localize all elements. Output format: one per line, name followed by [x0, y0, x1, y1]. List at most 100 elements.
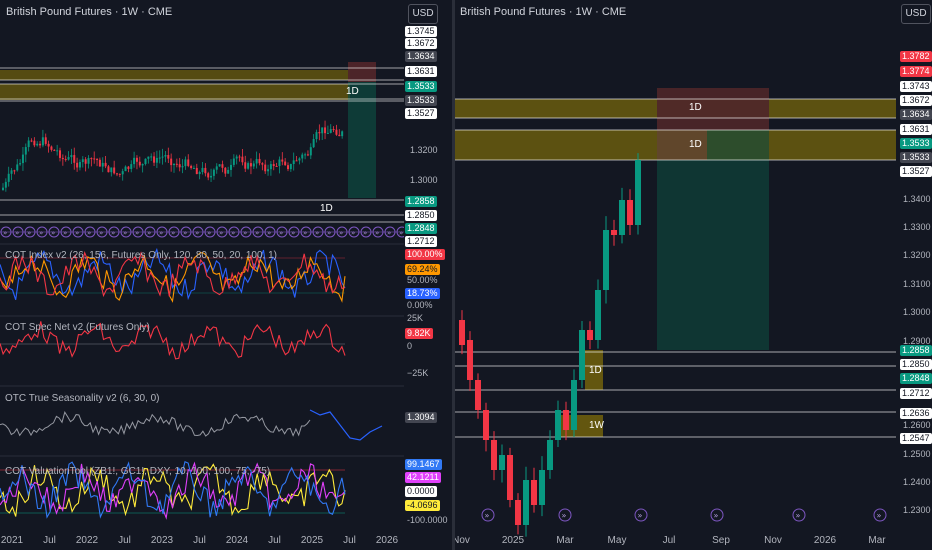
right-candle-body-12 [555, 410, 561, 440]
right-currency-button[interactable]: USD [901, 4, 931, 24]
left-candle-body [19, 163, 22, 165]
left-indicator-label-2[interactable]: OTC True Seasonality v2 (6, 30, 0) [5, 393, 160, 404]
left-candle-body [150, 156, 153, 158]
left-candle-body [332, 129, 335, 131]
left-candle-body [4, 181, 7, 188]
left-event-glyph: » [147, 229, 151, 237]
left-candle-body [284, 161, 287, 166]
left-candle-body [321, 127, 324, 134]
left-indicator-0-badge-0: 100.00% [405, 249, 445, 260]
left-event-glyph: » [279, 229, 283, 237]
left-event-glyph: » [339, 229, 343, 237]
right-candle-body-22 [635, 160, 641, 225]
left-candle-body [153, 156, 156, 163]
left-candle-body [53, 149, 56, 151]
right-candle-body-4 [491, 440, 497, 470]
right-chart-pane[interactable]: »»»»»» British Pound Futures · 1W · CME … [455, 0, 932, 550]
left-chart-pane[interactable]: » » » » » » » » » » » » » » » » » » » » » » » » » » » » » » » » » » Briti… [0, 0, 452, 550]
left-candle-body [269, 164, 272, 170]
right-event-glyph-5: » [877, 511, 882, 520]
left-event-glyph: » [87, 229, 91, 237]
left-event-glyph: » [219, 229, 223, 237]
right-candle-body-2 [475, 380, 481, 410]
left-indicator-label-0[interactable]: COT Index v2 (26, 156, Futures Only, 120… [5, 250, 278, 261]
left-candle-body [59, 150, 61, 158]
left-currency-button[interactable]: USD [408, 4, 438, 24]
left-event-glyph: » [123, 229, 127, 237]
left-candle-body [118, 173, 121, 175]
left-candle-body [224, 167, 227, 174]
left-indicator-3-badge-2: 0.0000 [405, 486, 437, 497]
right-candle-body-7 [515, 500, 521, 525]
right-event-glyph-3: » [714, 511, 719, 520]
left-indicator-0-badge-1: 69.24% [405, 264, 440, 275]
left-event-glyph: » [327, 229, 331, 237]
right-event-icon-2 [634, 508, 648, 522]
left-candle-body [133, 157, 136, 165]
left-candle-body [124, 166, 127, 172]
left-candle-body [304, 154, 307, 156]
right-price-axis-label-3: 1.3100 [903, 279, 931, 289]
left-candle-body [107, 166, 110, 173]
left-candle-body [289, 164, 292, 170]
left-time-label-6: 2024 [225, 535, 249, 546]
left-candle-body [64, 159, 67, 161]
left-candle-body [341, 131, 344, 137]
right-price-badge-4: 1.3634 [900, 109, 932, 120]
left-candle-body [204, 167, 207, 174]
left-candle-body [207, 173, 210, 178]
left-candle-body [56, 150, 59, 152]
right-price-badge-6: 1.3533 [900, 138, 932, 149]
left-candle-body [158, 157, 161, 159]
left-candle-body [16, 164, 19, 171]
pane-divider[interactable] [452, 0, 455, 550]
left-time-label-10: 2026 [375, 535, 399, 546]
right-event-icon-1 [558, 508, 572, 522]
left-event-glyph: » [99, 229, 103, 237]
left-indicator-1-badge-3: −25K [407, 368, 429, 378]
left-price-badge-4: 1.3533 [405, 81, 437, 92]
right-candle-body-3 [483, 410, 489, 440]
right-chart-title: British Pound Futures · 1W · CME [460, 6, 627, 18]
right-candle-body-21 [627, 200, 633, 225]
left-candle-body [244, 162, 247, 169]
left-candle-body [324, 127, 327, 134]
right-price-badge-10: 1.2850 [900, 359, 932, 370]
left-candle-body [2, 187, 4, 190]
left-candle-body [33, 140, 36, 146]
right-event-icon-4 [792, 508, 806, 522]
right-event-icon-3 [710, 508, 724, 522]
cot-index-blue-line [0, 247, 346, 301]
right-candle-body-11 [547, 440, 553, 470]
right-event-glyph-0: » [485, 511, 490, 520]
left-price-badge-6: 1.3527 [405, 108, 437, 119]
left-candle-body [36, 143, 39, 146]
left-candle-body [110, 167, 113, 173]
left-candle-body [178, 164, 181, 168]
left-event-glyph: » [51, 229, 55, 237]
left-candle-body [13, 170, 16, 172]
left-target-box [348, 62, 376, 198]
right-price-badge-12: 1.2712 [900, 388, 932, 399]
right-price-badge-14: 1.2547 [900, 433, 932, 444]
left-event-glyph: » [183, 229, 187, 237]
left-candle-body [116, 173, 118, 175]
right-zone-label-1d-low: 1D [589, 365, 602, 376]
left-candle-body [113, 167, 116, 174]
right-chart-canvas[interactable]: » » » » » » [455, 0, 932, 550]
left-indicator-label-1[interactable]: COT Spec Net v2 (Futures Only) [5, 322, 150, 333]
left-price-badge-2: 1.3634 [405, 51, 437, 62]
right-candle-body-13 [563, 410, 569, 430]
left-candle-body [70, 155, 73, 158]
left-candle-body [41, 137, 44, 146]
left-time-label-1: Jul [43, 535, 56, 546]
right-time-label-7: 2026 [813, 535, 837, 546]
left-lower-price-badge-0: 1.2858 [405, 196, 437, 207]
left-candle-body [73, 155, 76, 163]
left-price-axis-label-1: 1.3000 [410, 175, 438, 185]
left-chart-title: British Pound Futures · 1W · CME [6, 6, 173, 18]
right-candle-body-19 [611, 230, 617, 235]
left-candle-body [164, 154, 167, 157]
left-indicator-label-3[interactable]: COT ValuationTool (ZB1!, GC1!, DXY, 10, … [5, 466, 271, 477]
left-candle-body [292, 160, 295, 165]
